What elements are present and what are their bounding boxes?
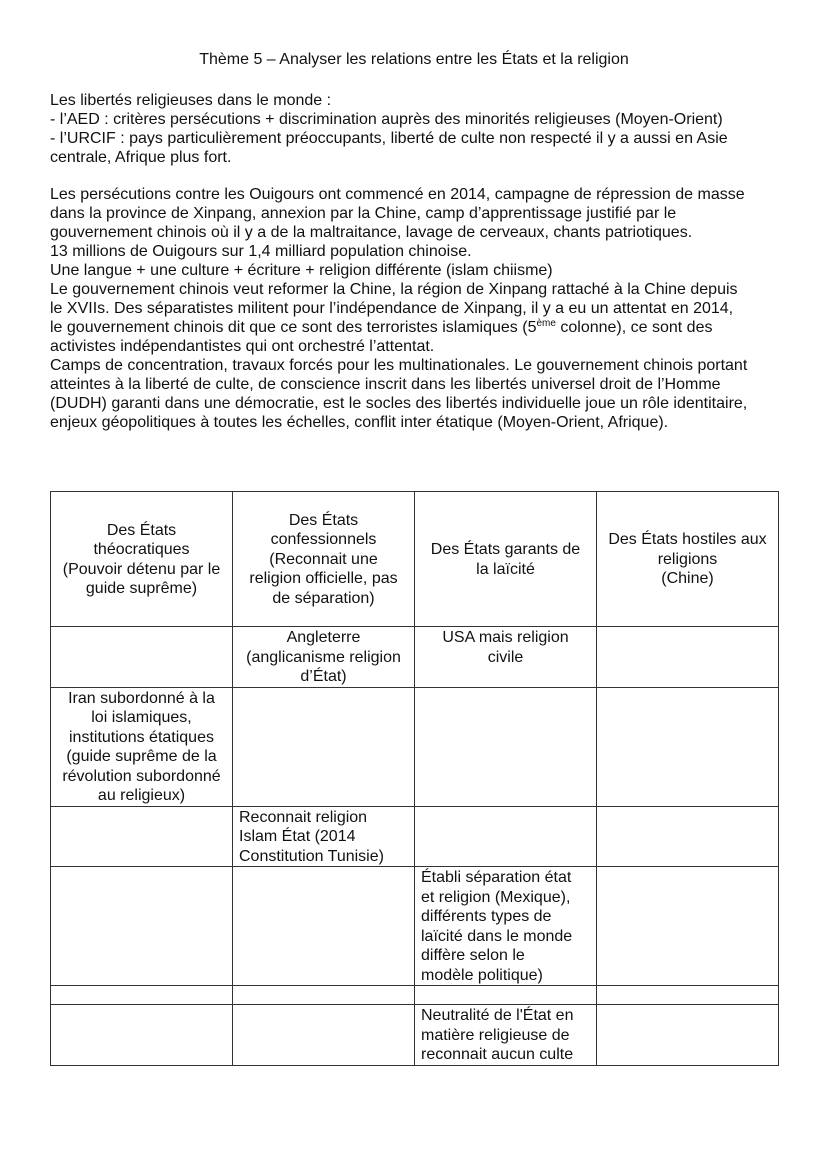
- intro-paragraph: Les libertés religieuses dans le monde :…: [50, 91, 728, 167]
- text-line: Le gouvernement chinois veut reformer la…: [50, 281, 738, 298]
- table-cell: [596, 1004, 779, 1066]
- table-cell: [50, 805, 233, 867]
- table-cell: [596, 985, 779, 1005]
- table-cell: [596, 866, 779, 986]
- text-line: Les libertés religieuses dans le monde :: [50, 92, 332, 109]
- table-cell: USA mais religion civile: [414, 626, 597, 688]
- text-line: (DUDH) garanti dans une démocratie, est …: [50, 395, 748, 412]
- table-cell: Établi séparation état et religion (Mexi…: [414, 866, 597, 986]
- table-row: Établi séparation état et religion (Mexi…: [50, 866, 779, 986]
- table-cell: [414, 686, 597, 807]
- text-line: Une langue + une culture + écriture + re…: [50, 262, 553, 279]
- header-cell: Des États confessionnels (Reconnait une …: [232, 491, 415, 627]
- body-paragraph: Les persécutions contre les Ouigours ont…: [50, 185, 747, 432]
- text-line: le gouvernement chinois dit que ce sont …: [50, 318, 747, 337]
- table-row: Reconnait religion Islam État (2014 Cons…: [50, 805, 779, 867]
- table-cell: Angleterre (anglicanisme religion d’État…: [232, 626, 415, 688]
- header-cell: Des États théocratiques (Pouvoir détenu …: [50, 491, 233, 627]
- table-row: Angleterre (anglicanisme religion d’État…: [50, 626, 779, 688]
- superscript: ème: [536, 318, 556, 329]
- states-religion-table: Des États théocratiques (Pouvoir détenu …: [50, 491, 779, 1066]
- table-cell: Iran subordonné à la loi islamiques, ins…: [50, 686, 233, 807]
- header-cell: Des États garants de la laïcité: [414, 491, 597, 627]
- text-line: centrale, Afrique plus fort.: [50, 149, 232, 166]
- text-line: gouvernement chinois où il y a de la mal…: [50, 224, 693, 241]
- text-line: dans la province de Xinpang, annexion pa…: [50, 205, 677, 222]
- text-line: 13 millions de Ouigours sur 1,4 milliard…: [50, 243, 472, 260]
- table-cell: [50, 985, 233, 1005]
- table-cell: [596, 686, 779, 807]
- table-cell: [596, 626, 779, 688]
- table-row: Neutralité de l'État en matière religieu…: [50, 1004, 779, 1066]
- text-segment: le gouvernement chinois dit que ce sont …: [50, 319, 537, 336]
- text-line: activistes indépendantistes qui ont orch…: [50, 338, 435, 355]
- table-header-row: Des États théocratiques (Pouvoir détenu …: [50, 491, 779, 627]
- header-cell: Des États hostiles aux religions (Chine): [596, 491, 779, 627]
- text-line: enjeux géopolitiques à toutes les échell…: [50, 414, 669, 431]
- table-cell: [596, 805, 779, 867]
- table-cell: [50, 866, 233, 986]
- table-cell: [232, 686, 415, 807]
- text-line: Les persécutions contre les Ouigours ont…: [50, 186, 745, 203]
- table-cell: [414, 985, 597, 1005]
- text-line: atteintes à la liberté de culte, de cons…: [50, 376, 721, 393]
- table-row: Iran subordonné à la loi islamiques, ins…: [50, 686, 779, 807]
- table-cell: Reconnait religion Islam État (2014 Cons…: [232, 805, 415, 867]
- text-line: - l’URCIF : pays particulièrement préocc…: [50, 130, 728, 147]
- table-row: [50, 985, 779, 1005]
- text-line: - l’AED : critères persécutions + discri…: [50, 111, 723, 128]
- page-title: Thème 5 – Analyser les relations entre l…: [199, 51, 629, 68]
- table-cell: Neutralité de l'État en matière religieu…: [414, 1004, 597, 1066]
- table-cell: [414, 805, 597, 867]
- text-line: le XVIIs. Des séparatistes militent pour…: [50, 300, 734, 317]
- text-line: Camps de concentration, travaux forcés p…: [50, 357, 748, 374]
- text-segment: colonne), ce sont des: [555, 319, 713, 336]
- table-cell: [50, 1004, 233, 1066]
- table-cell: [232, 985, 415, 1005]
- table-cell: [232, 866, 415, 986]
- table-cell: [50, 626, 233, 688]
- table-cell: [232, 1004, 415, 1066]
